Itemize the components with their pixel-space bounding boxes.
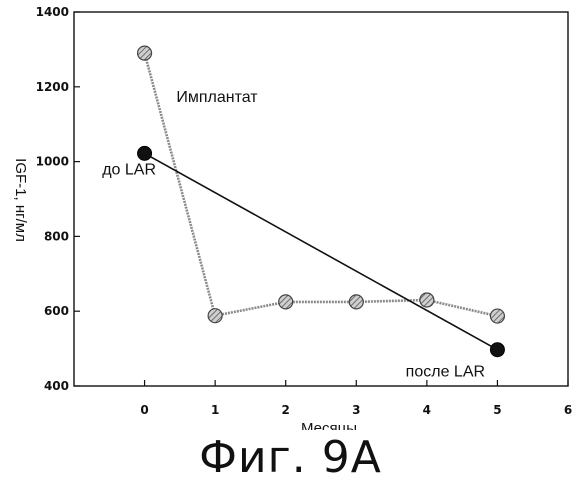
x-tick-label: 2 [282, 403, 290, 417]
y-tick-label: 800 [44, 229, 69, 243]
y-tick-label: 1400 [36, 5, 69, 19]
figure-caption: Фиг. 9А [0, 432, 581, 483]
annotation-label: Имплантат [176, 89, 258, 106]
x-tick-label: 1 [211, 403, 219, 417]
y-tick-label: 400 [44, 379, 69, 393]
data-point [138, 46, 152, 60]
data-point [490, 309, 504, 323]
x-tick-label: 5 [493, 403, 501, 417]
x-axis-title: Месяцы [301, 420, 357, 430]
x-tick-label: 0 [140, 403, 148, 417]
x-tick-label: 4 [423, 403, 431, 417]
data-point [420, 293, 434, 307]
y-tick-label: 600 [44, 304, 69, 318]
annotation-label: до LAR [102, 162, 156, 179]
data-point [279, 295, 293, 309]
chart-plot: 400 600 800 1000 1200 1400 0 1 2 3 4 5 6 Имплантат до… [0, 0, 581, 430]
annotation-label: после LAR [406, 364, 485, 381]
data-point [138, 146, 152, 160]
x-tick-label: 3 [352, 403, 360, 417]
y-tick-label: 1200 [36, 80, 69, 94]
data-point [490, 343, 504, 357]
y-tick-label: 1000 [36, 155, 69, 169]
x-tick-label: 6 [564, 403, 572, 417]
data-point [208, 309, 222, 323]
y-axis-title: IGF-1, нг/мл [12, 158, 29, 242]
data-point [349, 295, 363, 309]
